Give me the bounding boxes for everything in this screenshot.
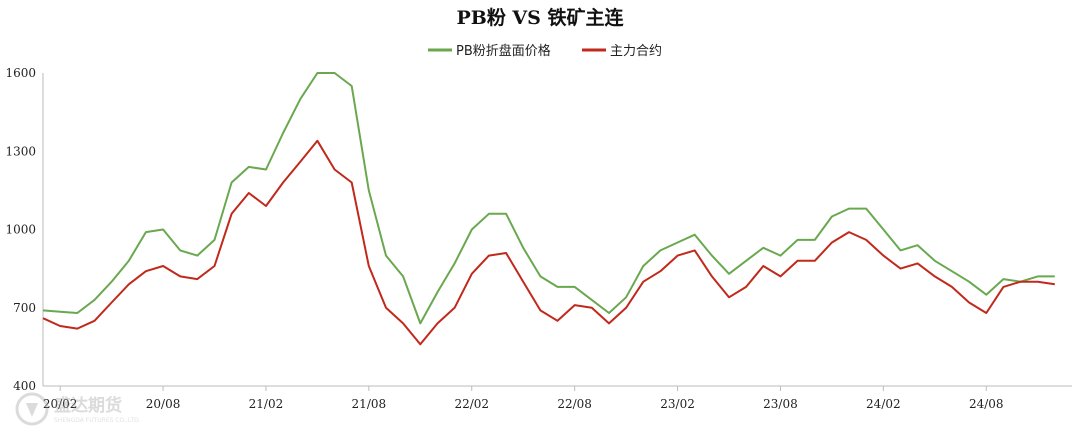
x-tick-label: 23/02 [660,397,695,411]
x-tick-label: 20/02 [43,397,78,411]
legend-label-pb: PB粉折盘面价格 [456,43,551,59]
x-tick-label: 23/08 [763,397,798,411]
y-tick-label: 1300 [5,144,36,158]
y-axis-ticks: 400 700 1000 1300 1600 [5,66,36,393]
x-tick-label: 24/08 [969,397,1004,411]
y-tick-label: 1000 [5,223,36,237]
series-line-main-contract [42,139,1055,346]
y-tick-label: 400 [13,379,36,393]
x-tick-label: 21/02 [249,397,284,411]
x-tick-label: 24/02 [866,397,901,411]
legend: PB粉折盘面价格 主力合约 [428,43,662,59]
x-axis-ticks: 20/02 20/08 21/02 21/08 22/02 22/08 23/02 23/08… [43,386,1004,411]
series-lines [42,72,1055,346]
logo-subtext: SHENGDA FUTURES CO.,LTD. [54,417,141,424]
x-tick-label: 21/08 [352,397,387,411]
chart-title: PB粉 VS 铁矿主连 [456,6,624,29]
x-tick-label: 20/08 [146,397,181,411]
y-tick-label: 1600 [5,66,36,80]
company-logo: 盛达期货 SHENGDA FUTURES CO.,LTD. [15,392,141,426]
series-line-pb [42,72,1055,325]
logo-text: 盛达期货 [54,395,122,416]
y-tick-label: 700 [13,301,36,315]
x-tick-label: 22/08 [557,397,592,411]
logo-emblem-icon [15,392,49,426]
x-tick-label: 22/02 [454,397,489,411]
legend-label-main-contract: 主力合约 [610,44,662,59]
